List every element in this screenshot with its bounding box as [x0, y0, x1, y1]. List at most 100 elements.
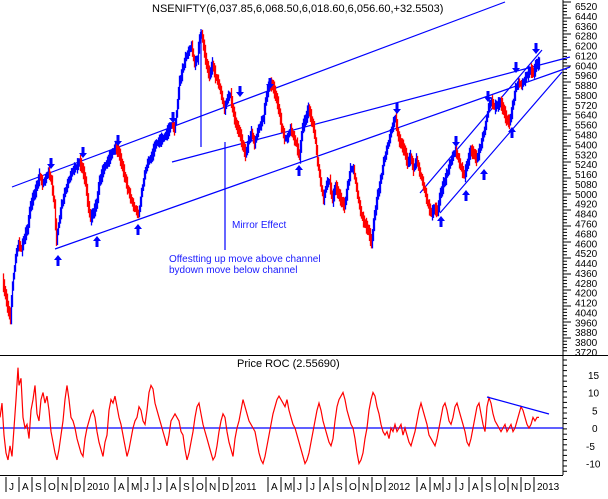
price-tick-label: 5560 — [575, 121, 598, 132]
up-arrow-icon — [480, 169, 488, 180]
date-axis-labels: J A S O N D 2010 A M J J A S O N D 2011 A M J J A S O N D 2012 A M J J… — [5, 477, 560, 493]
date-tick-label: A — [472, 482, 479, 493]
roc-tick-label: 15 — [588, 371, 600, 382]
offset-note-line2: bydown move below channel — [169, 265, 297, 276]
date-tick-label: S — [183, 482, 190, 493]
down-arrow-icon — [47, 158, 55, 169]
date-tick-label: 2010 — [87, 482, 110, 493]
down-arrow-icon — [236, 86, 244, 97]
date-tick-label: D — [524, 482, 531, 493]
date-tick-label: N — [209, 482, 216, 493]
price-tick-label: 3960 — [575, 318, 598, 329]
price-axis-labels: 6520644063606280620061206040596058805800… — [575, 2, 598, 359]
price-tick-label: 5480 — [575, 131, 598, 142]
date-tick-label: S — [35, 482, 42, 493]
price-tick-label: 5400 — [575, 140, 598, 151]
price-tick-label: 5880 — [575, 81, 598, 92]
date-tick-label: J — [310, 482, 315, 493]
date-tick-label: A — [420, 482, 427, 493]
price-tick-label: 4360 — [575, 269, 598, 280]
roc-line — [0, 367, 539, 466]
date-tick-label: O — [498, 482, 506, 493]
price-tick-label: 4120 — [575, 299, 598, 310]
price-tick-label: 5080 — [575, 180, 598, 191]
price-tick-label: 6120 — [575, 51, 598, 62]
date-tick-label: A — [22, 482, 29, 493]
date-tick-label: N — [61, 482, 68, 493]
price-tick-label: 6280 — [575, 32, 598, 43]
date-tick-label: J — [157, 482, 162, 493]
date-tick-label: A — [170, 482, 177, 493]
roc-tick-label: 10 — [588, 389, 600, 400]
down-arrow-icon — [452, 136, 460, 147]
date-tick-label: 2013 — [537, 482, 560, 493]
down-arrow-icon — [114, 135, 122, 146]
price-tick-label: 5160 — [575, 170, 598, 181]
date-tick-label: J — [297, 482, 302, 493]
date-tick-label: N — [511, 482, 518, 493]
chart-title: NSENIFTY(6,037.85,6,068.50,6,018.60,6,05… — [152, 3, 443, 15]
date-tick-label: M — [131, 482, 139, 493]
date-tick-label: 2012 — [388, 482, 411, 493]
roc-tick-label: 5 — [592, 406, 598, 417]
up-arrow-icon — [437, 216, 445, 227]
price-tick-label: 4440 — [575, 259, 598, 270]
trendlines — [11, 1, 571, 250]
date-tick-label: J — [9, 482, 14, 493]
price-tick-label: 4760 — [575, 219, 598, 230]
date-tick-label: A — [323, 482, 330, 493]
price-tick-label: 4520 — [575, 249, 598, 260]
up-arrow-icon — [508, 127, 516, 138]
signal-arrows — [47, 43, 540, 266]
price-tick-label: 4680 — [575, 229, 598, 240]
price-tick-label: 6200 — [575, 42, 598, 53]
down-arrow-icon — [393, 103, 401, 114]
date-tick-label: J — [446, 482, 451, 493]
date-tick-label: S — [485, 482, 492, 493]
up-arrow-icon — [295, 165, 303, 176]
roc-tick-label: -5 — [586, 442, 595, 453]
price-tick-label: 5800 — [575, 91, 598, 102]
price-tick-label: 4200 — [575, 289, 598, 300]
date-tick-label: J — [459, 482, 464, 493]
date-tick-label: D — [74, 482, 81, 493]
date-tick-label: M — [433, 482, 441, 493]
price-tick-label: 5240 — [575, 160, 598, 171]
price-bars — [2, 29, 541, 325]
price-tick-label: 4840 — [575, 210, 598, 221]
date-tick-label: O — [196, 482, 204, 493]
price-tick-label: 5720 — [575, 101, 598, 112]
short-upper-channel — [419, 49, 543, 194]
up-arrow-icon — [54, 255, 62, 266]
roc-tick-label: 0 — [592, 424, 598, 435]
down-arrow-icon — [512, 62, 520, 73]
price-tick-label: 6360 — [575, 22, 598, 33]
price-tick-label: 5320 — [575, 150, 598, 161]
date-tick-label: S — [336, 482, 343, 493]
date-tick-label: O — [349, 482, 357, 493]
price-tick-label: 5640 — [575, 111, 598, 122]
date-tick-label: M — [284, 482, 292, 493]
roc-axis-labels: 15 10 5 0 -5 -10 — [586, 371, 601, 471]
price-tick-label: 5960 — [575, 71, 598, 82]
date-tick-label: A — [271, 482, 278, 493]
down-arrow-icon — [169, 112, 177, 123]
upper-channel-line — [11, 1, 506, 188]
date-tick-label: O — [48, 482, 56, 493]
price-tick-label: 4600 — [575, 239, 598, 250]
mirror-effect-label: Mirror Effect — [232, 220, 286, 231]
date-tick-label: D — [222, 482, 229, 493]
down-arrow-icon — [79, 147, 87, 158]
offset-note-line1: Offestting up move above channel — [169, 254, 321, 265]
price-tick-label: 6520 — [575, 2, 598, 13]
date-tick-label: D — [375, 482, 382, 493]
roc-trendline — [486, 396, 550, 415]
date-tick-label: J — [144, 482, 149, 493]
price-tick-label: 6040 — [575, 61, 598, 72]
up-arrow-icon — [93, 236, 101, 247]
up-arrow-icon — [134, 224, 142, 235]
date-tick-label: N — [362, 482, 369, 493]
date-tick-label: 2011 — [235, 482, 257, 493]
price-tick-label: 4920 — [575, 200, 598, 211]
